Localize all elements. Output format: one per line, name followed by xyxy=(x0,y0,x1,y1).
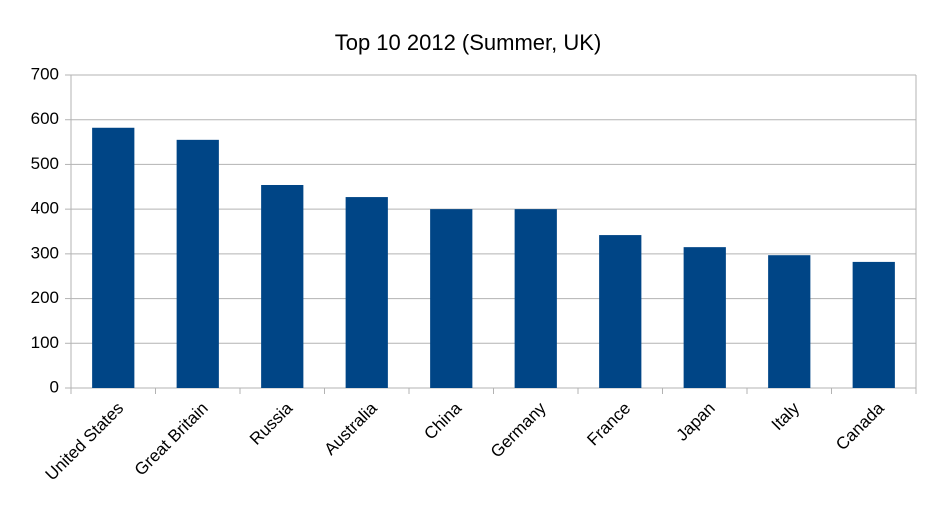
y-tick-label: 700 xyxy=(31,64,59,83)
x-tick-label: Great Britain xyxy=(131,399,212,480)
bar xyxy=(852,261,895,388)
x-tick-label: Germany xyxy=(487,398,550,461)
bar xyxy=(683,247,726,388)
bar xyxy=(514,209,557,388)
x-tick-label: France xyxy=(583,399,634,450)
chart-title: Top 10 2012 (Summer, UK) xyxy=(335,30,602,55)
x-tick-label: United States xyxy=(42,399,128,485)
y-tick-label: 200 xyxy=(31,288,59,307)
bar xyxy=(176,139,219,388)
bar xyxy=(261,184,304,388)
y-tick-label: 600 xyxy=(31,109,59,128)
bar xyxy=(345,197,388,388)
x-tick-label: Italy xyxy=(768,398,804,434)
y-tick-label: 400 xyxy=(31,199,59,218)
x-tick-label: China xyxy=(420,398,465,443)
x-tick-label: Australia xyxy=(321,398,382,459)
bar xyxy=(599,235,642,388)
y-tick-label: 300 xyxy=(31,243,59,262)
y-tick-label: 500 xyxy=(31,154,59,173)
y-tick-label: 0 xyxy=(50,377,59,396)
x-tick-label: Canada xyxy=(832,398,888,454)
bar xyxy=(768,255,811,388)
bar xyxy=(430,209,473,388)
x-tick-label: Japan xyxy=(673,399,719,445)
y-tick-label: 100 xyxy=(31,333,59,352)
x-tick-label: Russia xyxy=(246,398,297,449)
bar xyxy=(92,127,135,389)
